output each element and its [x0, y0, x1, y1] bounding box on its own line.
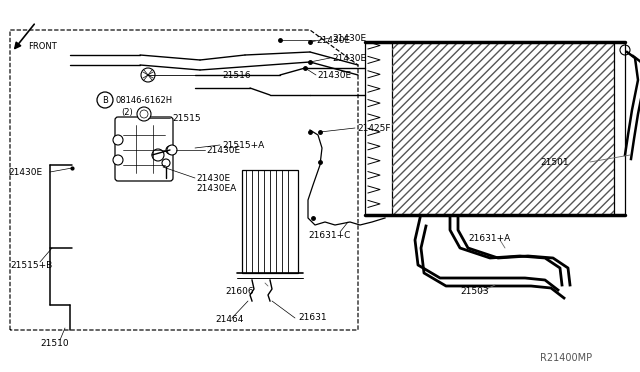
Circle shape: [113, 135, 123, 145]
Polygon shape: [392, 42, 614, 215]
Text: 21515+B: 21515+B: [10, 260, 52, 269]
Text: 21430E: 21430E: [332, 33, 366, 42]
Text: 21631+C: 21631+C: [308, 231, 350, 240]
Circle shape: [166, 146, 174, 154]
Text: R21400MP: R21400MP: [540, 353, 592, 363]
Text: 21430E: 21430E: [317, 71, 351, 80]
Text: 21631: 21631: [298, 314, 326, 323]
Bar: [242, 170, 298, 273]
Text: 21515: 21515: [172, 113, 200, 122]
Text: 21631+A: 21631+A: [468, 234, 510, 243]
Text: 21425F: 21425F: [357, 124, 390, 132]
Circle shape: [140, 110, 148, 118]
Circle shape: [97, 92, 113, 108]
Text: 21430E: 21430E: [206, 145, 240, 154]
Text: 21430E: 21430E: [316, 35, 350, 45]
Text: 21510: 21510: [40, 339, 68, 347]
Text: 21430E: 21430E: [332, 54, 366, 62]
Circle shape: [113, 155, 123, 165]
Text: 21606: 21606: [225, 288, 253, 296]
Text: 21430E: 21430E: [8, 167, 42, 176]
Circle shape: [162, 159, 170, 167]
Text: (2): (2): [121, 108, 132, 116]
Text: 21503: 21503: [460, 288, 488, 296]
Text: FRONT: FRONT: [28, 42, 57, 51]
Circle shape: [167, 145, 177, 155]
Text: 21430E: 21430E: [196, 173, 230, 183]
Text: 21516: 21516: [222, 71, 251, 80]
Circle shape: [152, 149, 164, 161]
Circle shape: [620, 45, 630, 55]
Text: 08146-6162H: 08146-6162H: [115, 96, 172, 105]
Text: B: B: [102, 96, 108, 105]
Circle shape: [141, 68, 155, 82]
Text: 21501: 21501: [540, 157, 568, 167]
Text: 21515+A: 21515+A: [222, 141, 264, 150]
FancyBboxPatch shape: [115, 117, 173, 181]
Text: 21430EA: 21430EA: [196, 183, 236, 192]
Circle shape: [137, 107, 151, 121]
Text: 21464: 21464: [215, 315, 243, 324]
